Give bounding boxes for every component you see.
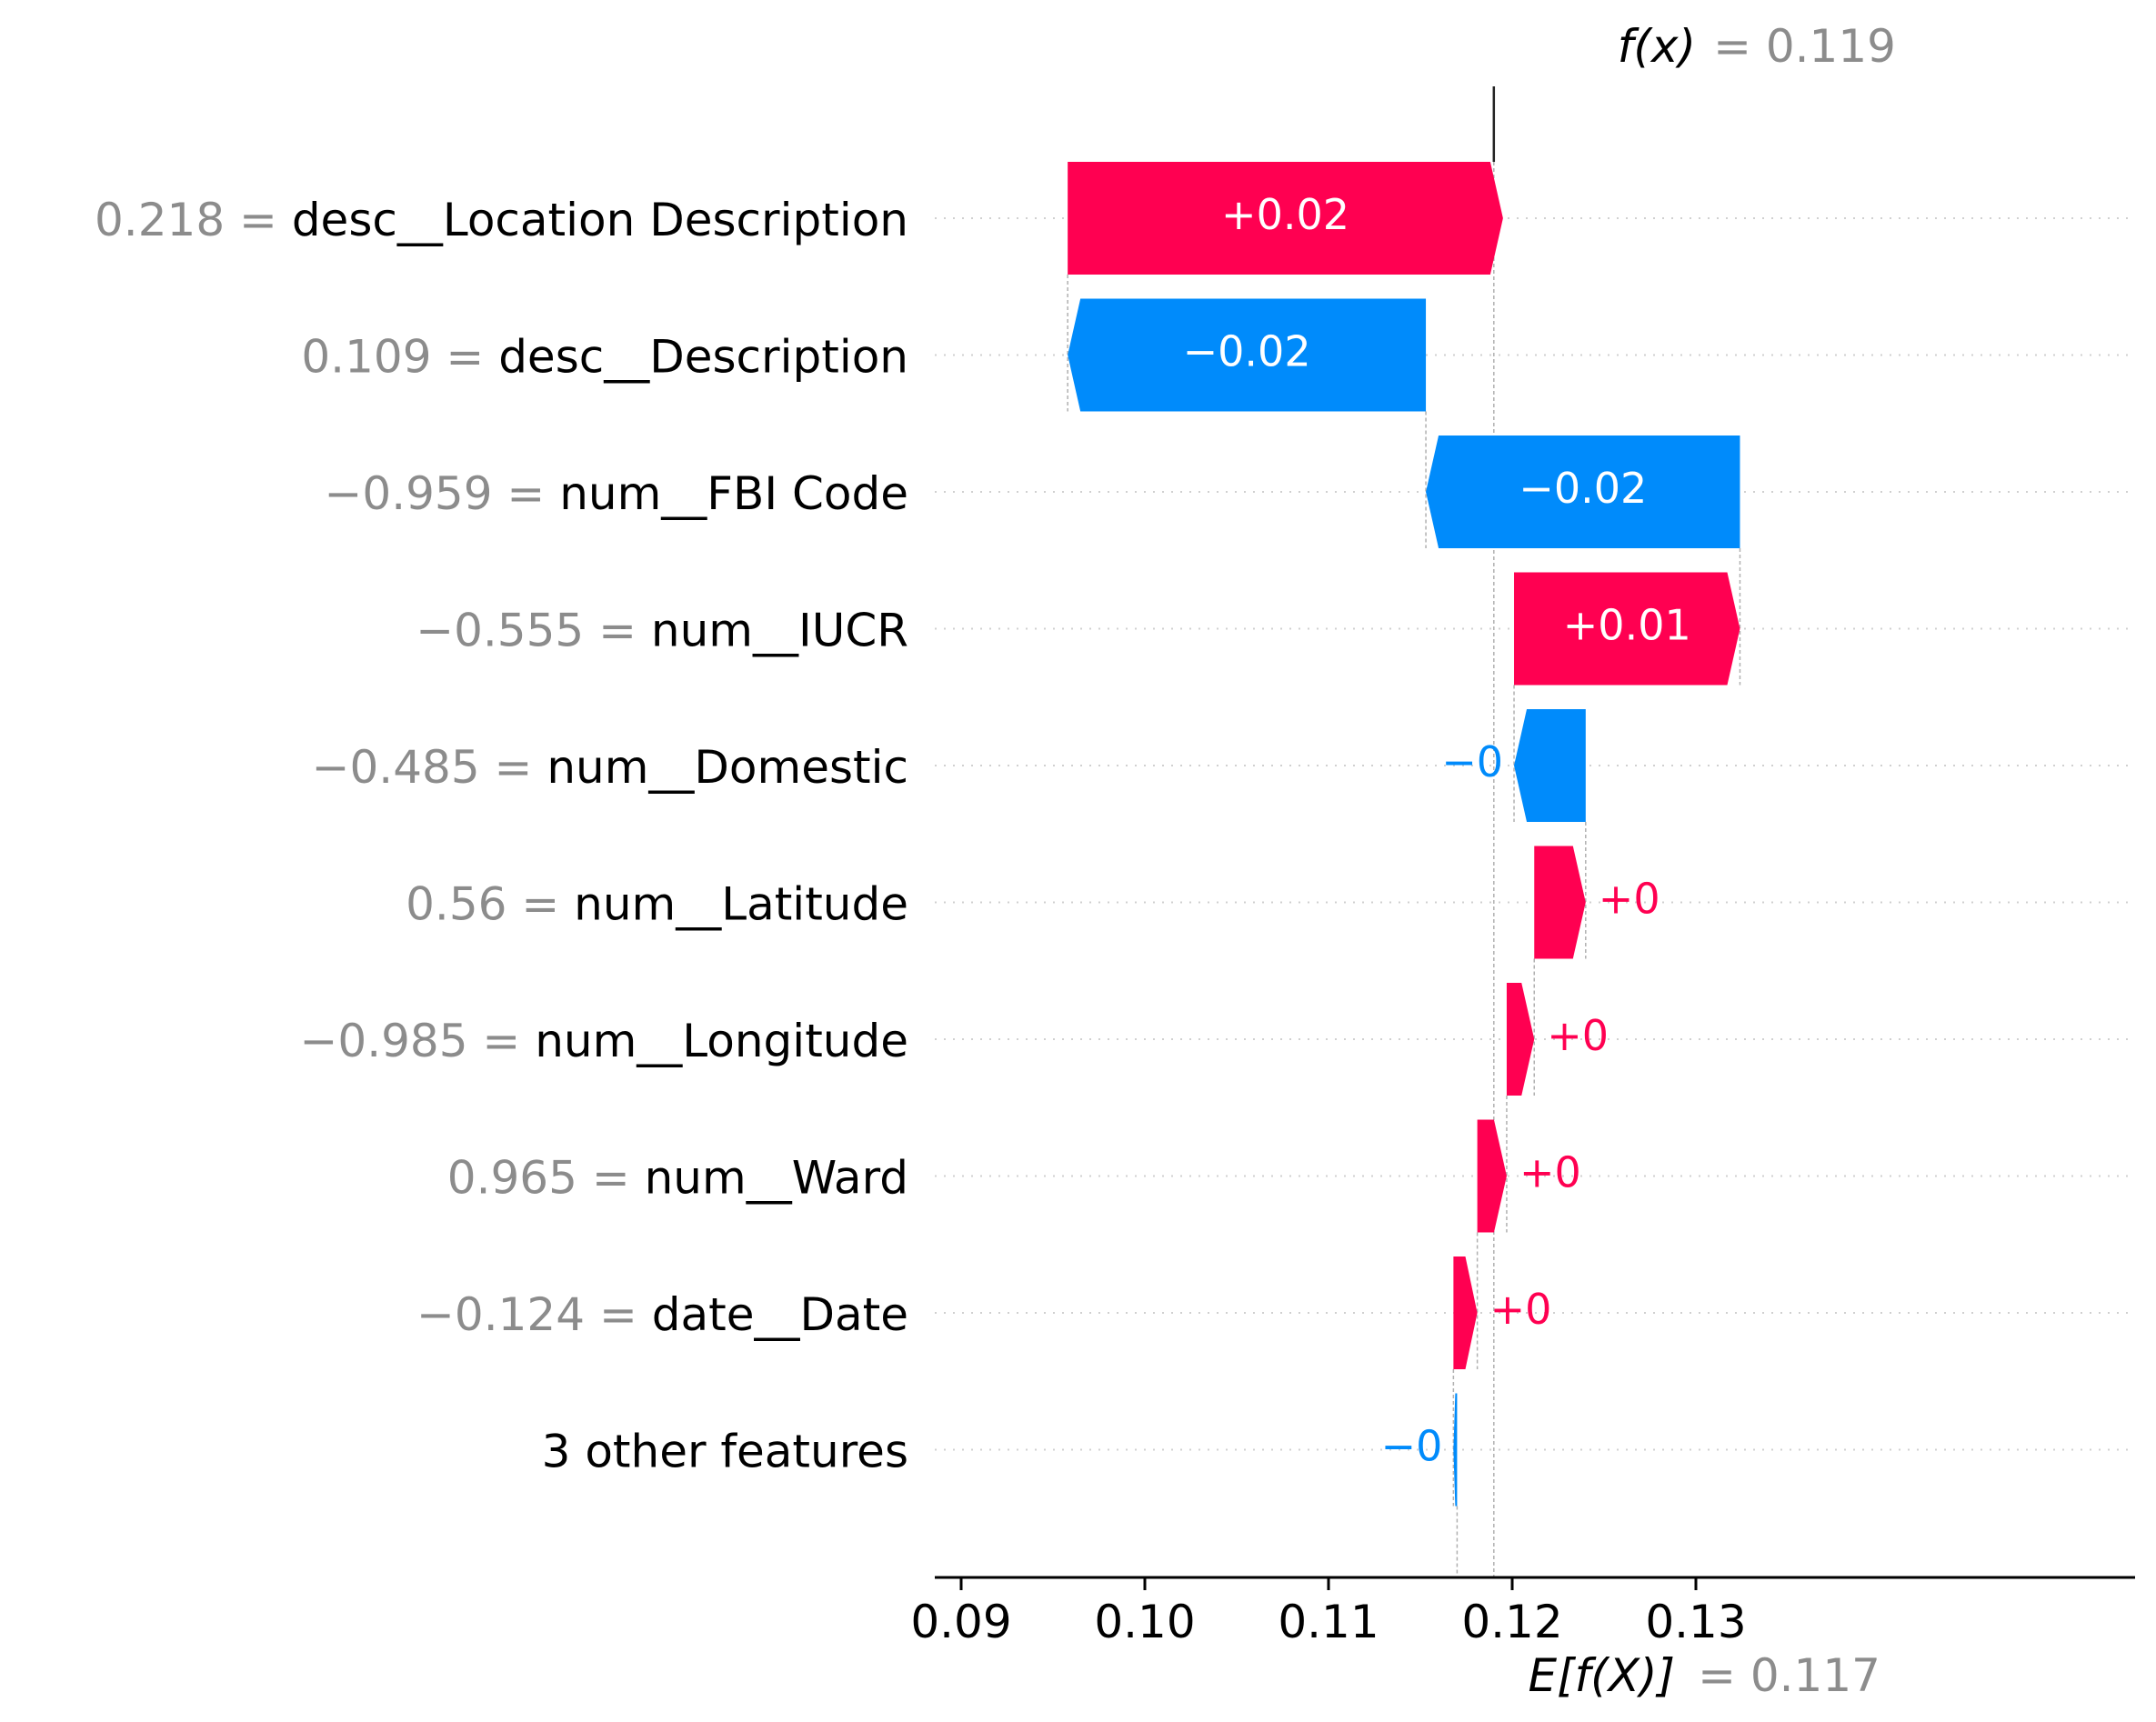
ex-label: E[f(X)] [1528, 1649, 1674, 1702]
bar-value-label: +0 [1599, 875, 1660, 924]
feature-value: 0.109 = [301, 331, 498, 384]
fx-label: f(x) [1618, 20, 1696, 73]
x-tick-label: 0.11 [1278, 1596, 1379, 1648]
feature-name: desc__Location Description [292, 194, 908, 246]
bar-value-label: −0.02 [1183, 327, 1311, 376]
x-tick-label: 0.10 [1094, 1596, 1195, 1648]
bar-value-label: +0.02 [1221, 190, 1349, 239]
feature-label: 0.56 = num__Latitude [406, 878, 908, 931]
fx-annotation: f(x) = 0.119 [1618, 20, 1896, 73]
feature-value: −0.959 = [324, 467, 559, 520]
bar-positive [1068, 162, 1503, 275]
x-tick-label: 0.13 [1645, 1596, 1746, 1648]
bar-positive [1506, 983, 1535, 1096]
feature-label: −0.485 = num__Domestic [312, 741, 908, 794]
feature-name: date__Date [652, 1288, 908, 1341]
bar-value-label: −0 [1381, 1422, 1443, 1471]
feature-labels: 0.218 = desc__Location Description 0.109 … [95, 194, 908, 1478]
guide-lines [1067, 86, 1741, 1577]
feature-name: num__Domestic [547, 741, 908, 794]
feature-name: 3 other features [542, 1426, 908, 1478]
bar-negative [1426, 436, 1740, 548]
feature-value: −0.124 = [416, 1288, 652, 1341]
feature-value: 0.218 = [95, 194, 292, 246]
feature-label: 0.965 = num__Ward [447, 1152, 908, 1205]
feature-name: num__FBI Code [559, 467, 908, 520]
bars: +0.02 −0.02 −0.02 +0.01 −0 +0 +0 +0 +0 −0 [1068, 162, 1740, 1507]
bar-value-label: +0 [1547, 1011, 1609, 1060]
bar-value-label: +0 [1519, 1148, 1581, 1197]
feature-value: −0.485 = [312, 741, 547, 794]
x-tick-label: 0.09 [910, 1596, 1011, 1648]
x-tick-label: 0.12 [1461, 1596, 1562, 1648]
feature-value: 0.56 = [406, 878, 574, 931]
feature-label: −0.959 = num__FBI Code [324, 467, 908, 520]
feature-label: 3 other features [542, 1426, 908, 1478]
bar-positive [1514, 572, 1740, 686]
feature-label: −0.124 = date__Date [416, 1288, 908, 1341]
ex-value: = 0.117 [1698, 1649, 1880, 1702]
fx-value: = 0.119 [1713, 20, 1896, 73]
feature-name: num__Ward [645, 1152, 908, 1205]
bar-negative [1453, 1393, 1458, 1507]
ex-annotation: E[f(X)] = 0.117 [1528, 1649, 1880, 1702]
bar-value-label: +0.01 [1563, 601, 1691, 650]
feature-name: num__Longitude [535, 1015, 908, 1067]
feature-name: num__IUCR [651, 605, 908, 657]
x-axis: 0.09 0.10 0.11 0.12 0.13 [910, 1576, 2135, 1648]
bar-negative [1514, 709, 1586, 822]
feature-name: num__Latitude [574, 878, 908, 931]
bar-negative [1068, 298, 1427, 412]
bar-positive [1534, 846, 1586, 959]
bar-positive [1453, 1256, 1478, 1369]
bar-value-label: +0 [1490, 1285, 1552, 1334]
feature-label: −0.985 = num__Longitude [300, 1015, 909, 1067]
feature-value: 0.965 = [447, 1152, 645, 1205]
feature-label: −0.555 = num__IUCR [416, 605, 908, 657]
feature-label: 0.218 = desc__Location Description [95, 194, 908, 246]
bar-positive [1477, 1119, 1507, 1233]
feature-label: 0.109 = desc__Description [301, 331, 908, 384]
feature-name: desc__Description [498, 331, 908, 384]
feature-value: −0.555 = [416, 605, 651, 657]
bar-value-label: −0.02 [1519, 464, 1647, 513]
value-annotations: f(x) = 0.119 E[f(X)] = 0.117 [1528, 20, 1896, 1702]
bar-value-label: −0 [1441, 737, 1503, 786]
feature-value: −0.985 = [300, 1015, 536, 1067]
